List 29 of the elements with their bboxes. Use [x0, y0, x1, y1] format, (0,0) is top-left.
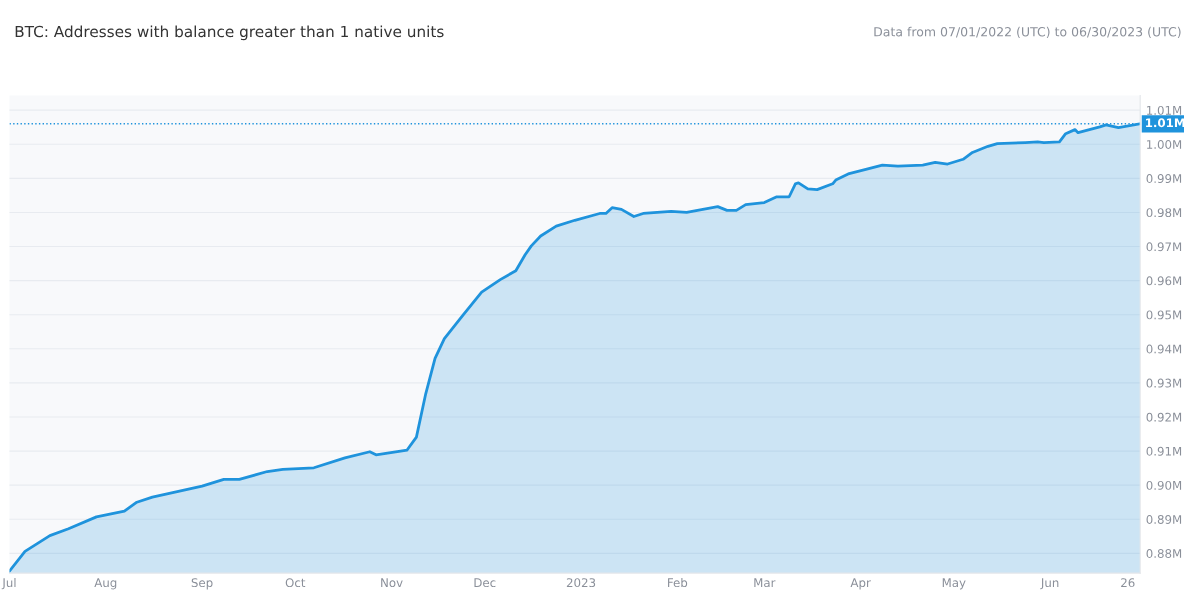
y-tick-label: 0.88M [1146, 549, 1182, 558]
x-tick-label: Sep [191, 578, 213, 590]
x-tick-label: Jun [1040, 578, 1059, 590]
x-tick-label: Nov [381, 578, 403, 588]
x-tick-label: Mar [754, 578, 776, 588]
x-tick-label: Oct [285, 578, 306, 588]
y-tick-label: 0.90M [1146, 480, 1182, 490]
x-tick-label: Aug [94, 578, 117, 590]
x-tick-label: May [942, 578, 966, 590]
y-tick-label: 0.92M [1146, 412, 1182, 422]
x-tick-label: Apr [850, 578, 871, 590]
chart-title: BTC: Addresses with balance greater than 1 native units [15, 25, 444, 41]
y-tick-label: 1.01M [1147, 105, 1182, 115]
y-tick-label: 1.00M [1147, 139, 1182, 149]
y-tick-label: 0.94M [1146, 344, 1182, 354]
x-tick-label: Feb [668, 577, 688, 588]
y-tick-label: 0.97M [1146, 242, 1182, 252]
y-tick-label: 0.99M [1146, 174, 1182, 184]
x-tick-label: 26 [1121, 578, 1135, 588]
x-tick-label: 2023 [566, 578, 596, 588]
y-tick-label: 0.89M [1146, 514, 1182, 524]
x-tick-label: Jul [1, 577, 16, 590]
y-tick-label: 0.91M [1146, 446, 1182, 456]
y-tick-label: 0.93M [1146, 378, 1182, 388]
chart-subtitle: Data from 07/01/2022 (UTC) to 06/30/2023 (UTC) [874, 26, 1181, 38]
x-tick-label: Dec [474, 578, 496, 588]
y-tick-label: 0.95M [1146, 310, 1182, 320]
y-tick-label: 0.96M [1146, 276, 1182, 286]
y-tick-label: 0.98M [1146, 208, 1182, 218]
